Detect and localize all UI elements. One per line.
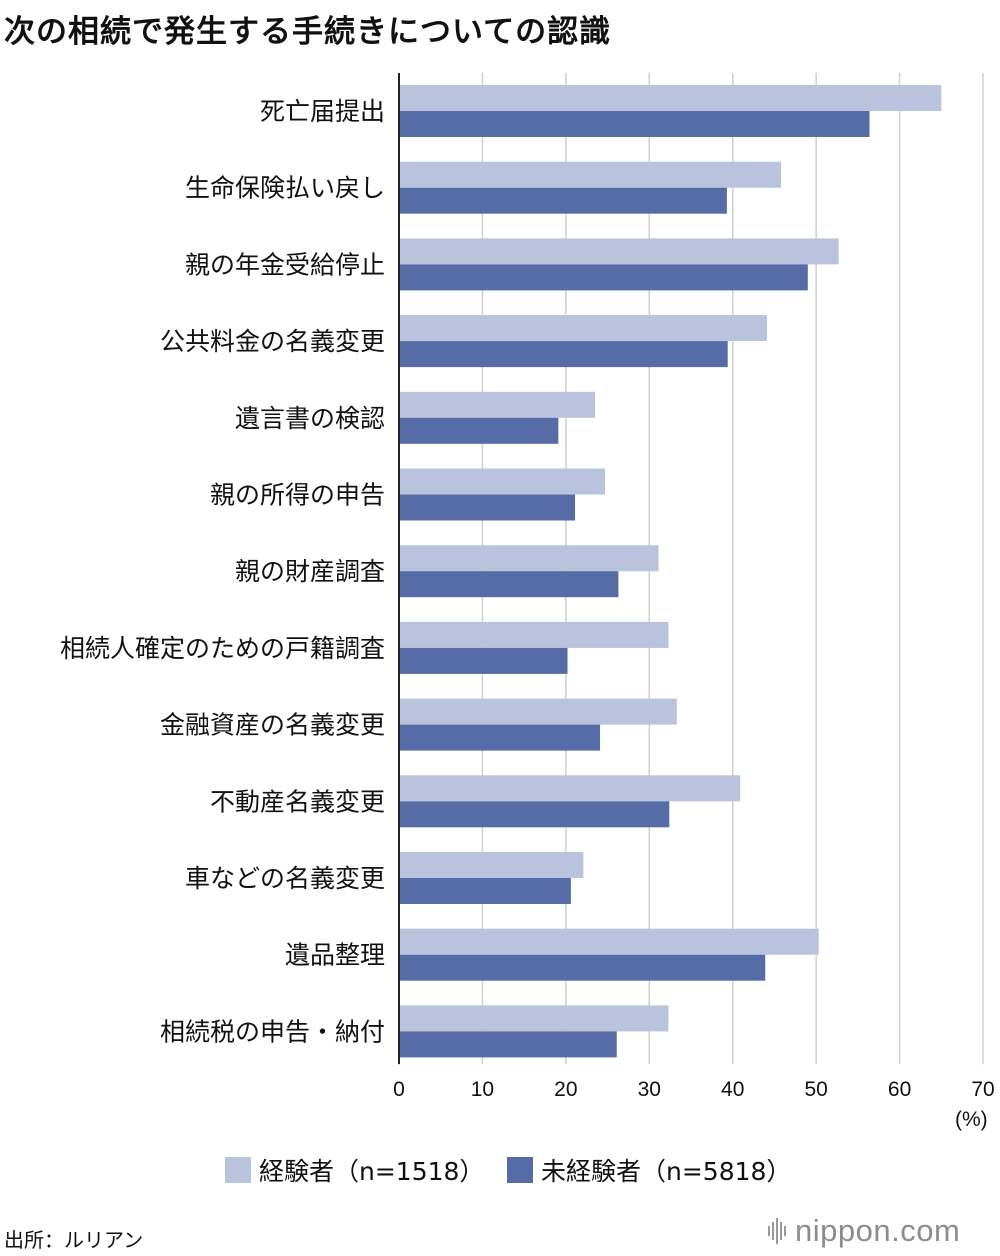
sound-bars-icon [768,1218,788,1244]
x-tick-label: 10 [471,1078,494,1101]
category-label: 公共料金の名義変更 [160,327,385,356]
category-label: 相続税の申告・納付 [160,1017,385,1046]
category-label: 親の年金受給停止 [185,250,385,279]
category-label: 金融資産の名義変更 [160,711,385,740]
category-label: 遺品整理 [285,941,385,970]
legend: 経験者（n=1518） 未経験者（n=5818） [0,1152,1000,1188]
legend-swatch-experienced [225,1157,251,1183]
bar-inexperienced-1 [399,187,727,214]
x-tick-label: 50 [804,1078,827,1101]
category-label: 死亡届提出 [260,97,385,126]
category-label: 相続人確定のための戸籍調査 [60,634,385,663]
bar-experienced-1 [399,161,782,188]
legend-label-inexperienced: 未経験者（n=5818） [541,1157,792,1186]
x-tick-label: 40 [721,1078,744,1101]
bar-inexperienced-8 [399,724,601,751]
bar-experienced-9 [399,775,741,802]
category-label: 親の所得の申告 [210,481,385,510]
bar-inexperienced-12 [399,1031,617,1058]
brand-name: nippon.com [795,1213,961,1248]
x-tick-label: 30 [638,1078,661,1101]
legend-item-inexperienced: 未経験者（n=5818） [507,1152,791,1188]
bar-experienced-6 [399,545,659,572]
x-tick-label: 70 [971,1078,994,1101]
category-label: 不動産名義変更 [210,787,385,816]
category-labels: 死亡届提出生命保険払い戻し親の年金受給停止公共料金の名義変更遺言書の検認親の所得… [60,97,385,1046]
x-tick-label: 60 [888,1078,911,1101]
bar-inexperienced-0 [399,111,870,137]
category-label: 遺言書の検認 [235,404,385,433]
category-label: 親の財産調査 [235,557,385,586]
bar-experienced-10 [399,852,584,878]
bar-inexperienced-3 [399,341,728,368]
bar-inexperienced-9 [399,801,670,828]
bar-experienced-3 [399,315,767,342]
bar-inexperienced-4 [399,417,559,444]
legend-item-experienced: 経験者（n=1518） [225,1152,484,1188]
tick-labels: 0 10 20 30 40 50 60 70 [393,1078,995,1101]
source-note: 出所：ルリアン [4,1228,144,1252]
brand-logo: nippon.com [768,1213,960,1249]
bar-experienced-4 [399,391,596,418]
bar-inexperienced-11 [399,954,766,981]
bar-inexperienced-2 [399,264,808,291]
x-tick-label: 0 [393,1078,405,1101]
bar-inexperienced-6 [399,571,619,598]
bar-experienced-2 [399,238,839,265]
bar-inexperienced-10 [399,878,571,904]
bar-experienced-7 [399,621,669,648]
legend-label-experienced: 経験者（n=1518） [259,1157,485,1186]
category-label: 車などの名義変更 [185,864,385,893]
bar-experienced-5 [399,468,606,495]
bars [399,85,942,1058]
category-label: 生命保険払い戻し [185,174,385,203]
bar-experienced-8 [399,698,677,725]
bar-inexperienced-7 [399,647,568,674]
bar-experienced-0 [399,85,942,111]
unit-label: (%) [955,1108,988,1131]
x-tick-label: 20 [554,1078,577,1101]
bar-inexperienced-5 [399,494,576,521]
chart-title: 次の相続で発生する手続きについての認識 [4,14,612,50]
bar-chart: 死亡届提出生命保険払い戻し親の年金受給停止公共料金の名義変更遺言書の検認親の所得… [60,73,995,1101]
bar-experienced-11 [399,928,819,955]
legend-swatch-inexperienced [507,1157,533,1183]
bar-experienced-12 [399,1005,669,1032]
